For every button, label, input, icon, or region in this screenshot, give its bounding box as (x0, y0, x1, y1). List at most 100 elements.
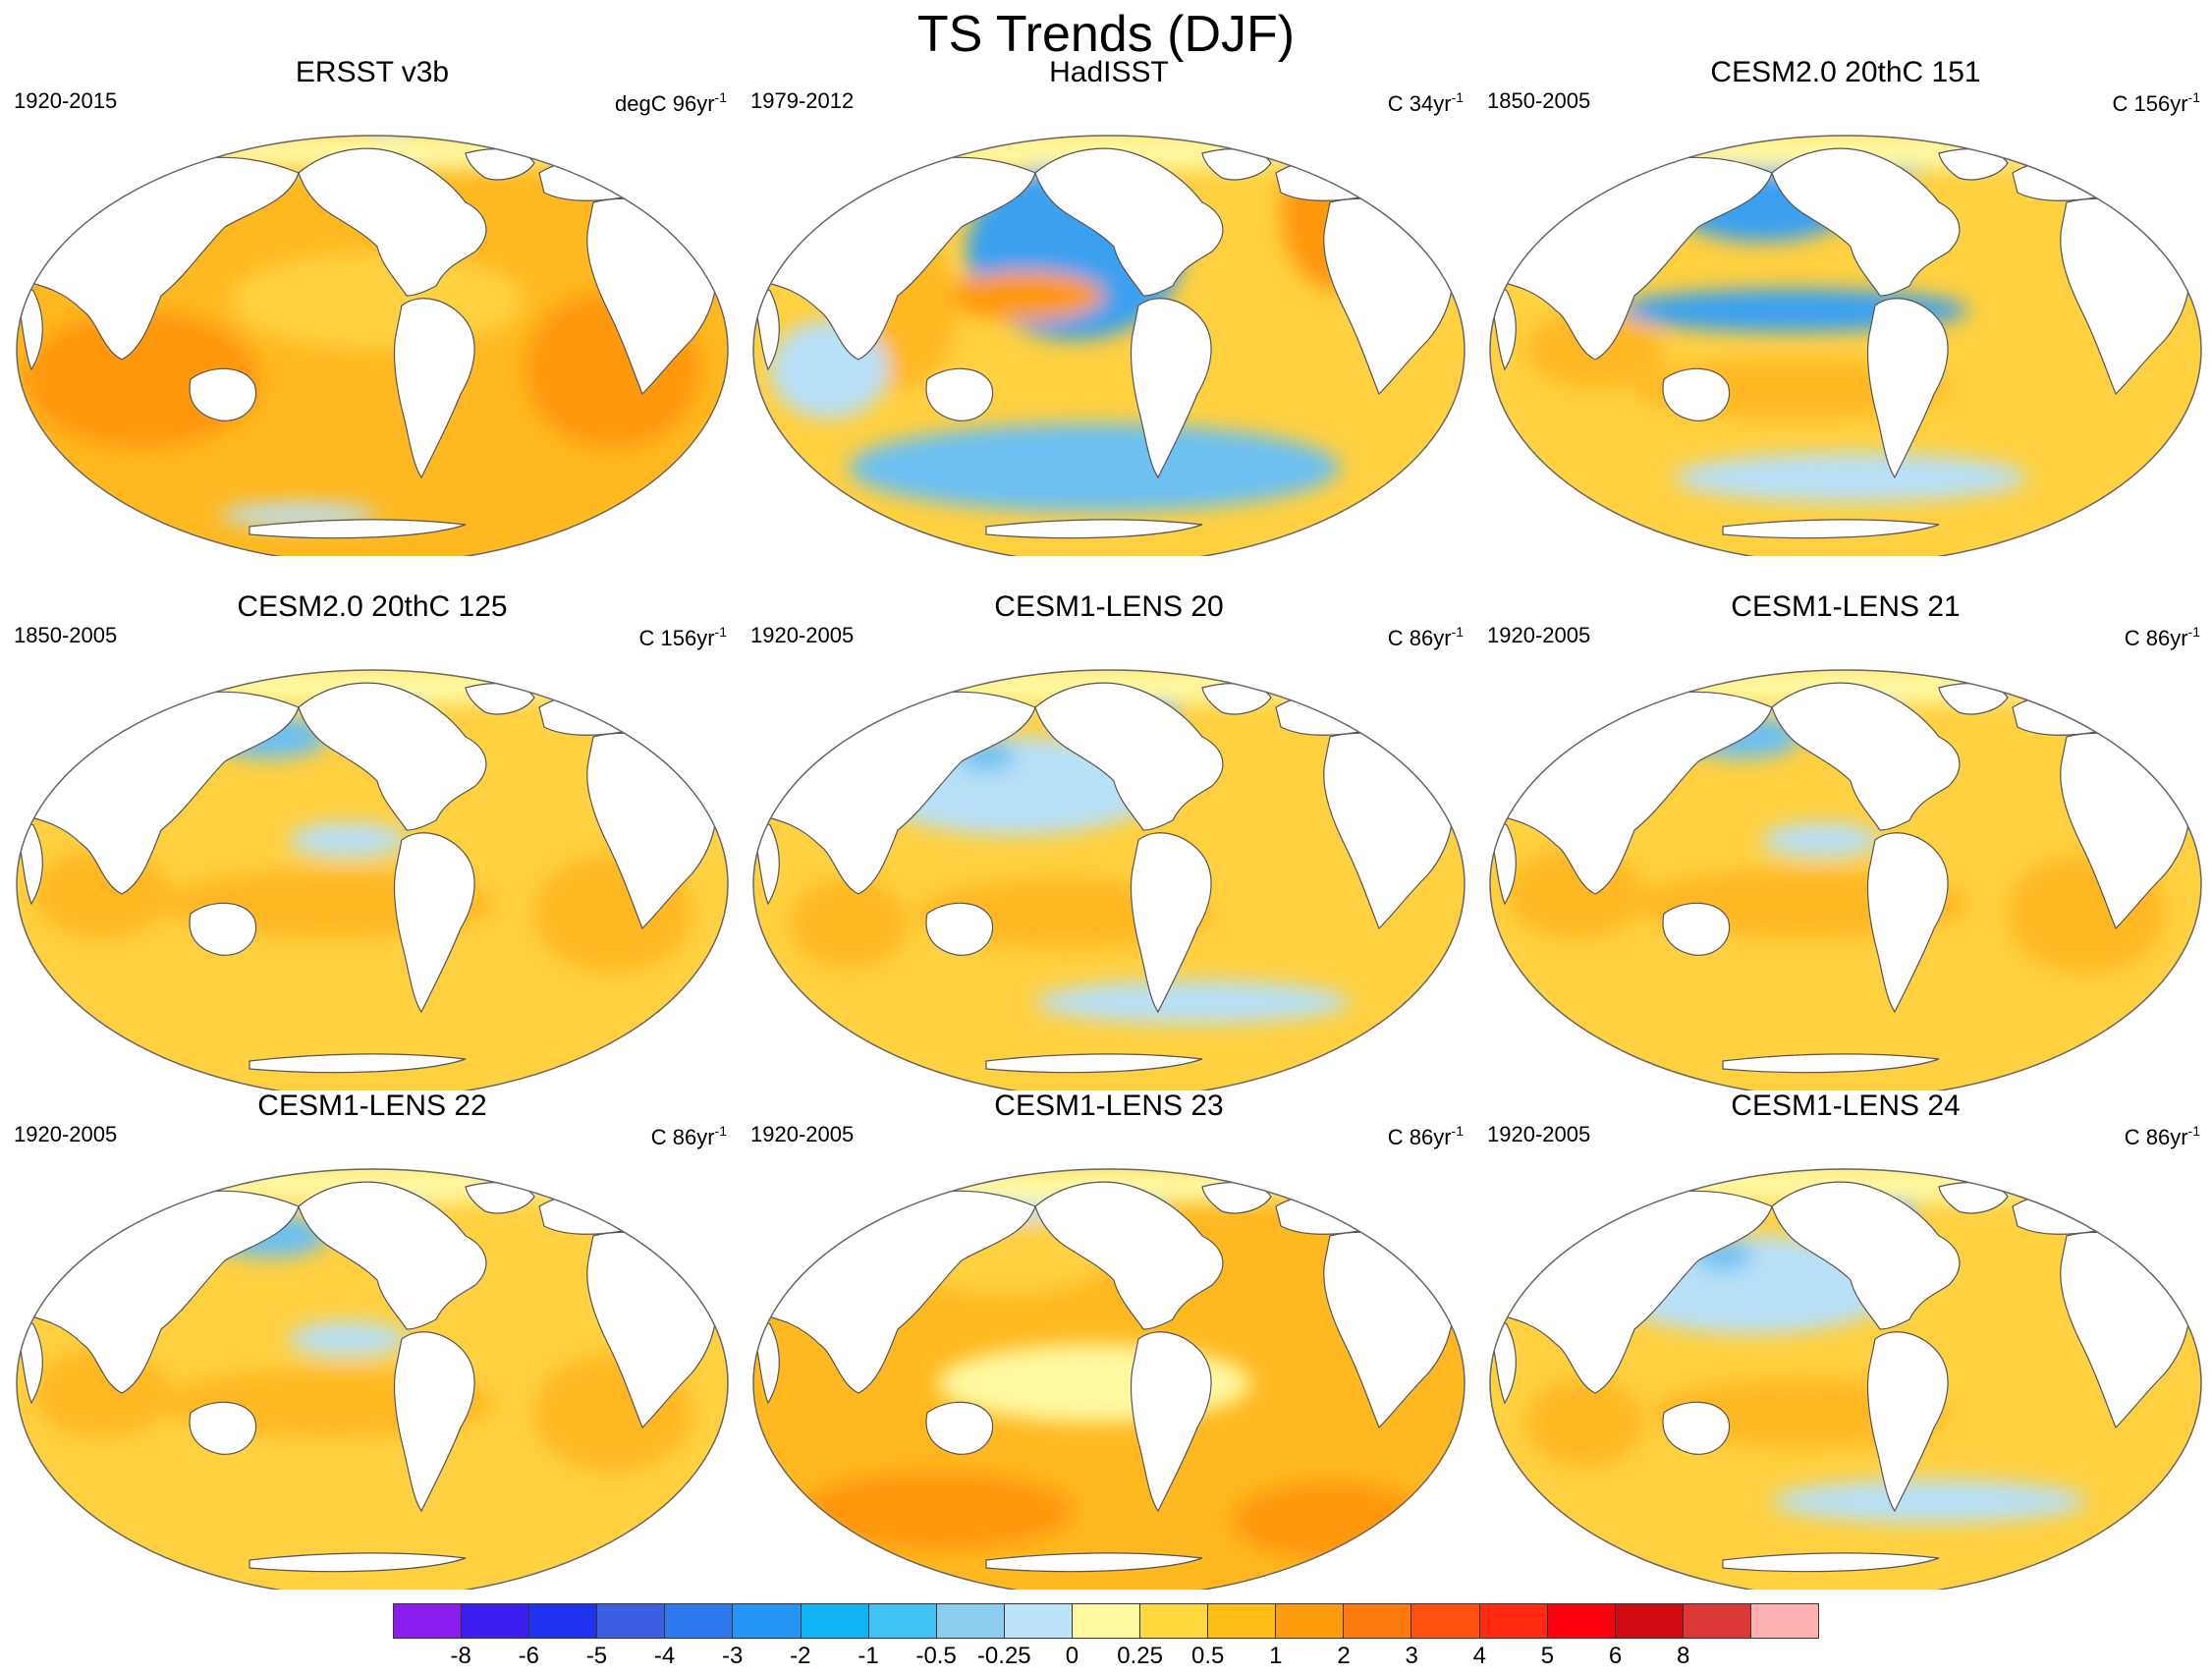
landmass (249, 519, 467, 539)
colorbar-box (462, 1604, 530, 1638)
landmass (1034, 1181, 1224, 1330)
landmass (1275, 157, 1381, 201)
colorbar-box (597, 1604, 666, 1638)
landmass (1275, 1191, 1381, 1235)
landmass (1866, 1331, 1949, 1513)
panel-lens-20: CESM1-LENS 20 1920-2005 C 86yr-1 (741, 589, 1477, 1090)
world-map (16, 135, 729, 556)
colorbar-box (868, 1604, 937, 1638)
colorbar-label: -0.25 (976, 1643, 1031, 1669)
landmass (925, 1401, 994, 1455)
colorbar-label: 0.5 (1191, 1643, 1225, 1669)
panel-cesm2-125: CESM2.0 20thC 125 1850-2005 C 156yr-1 (4, 589, 741, 1090)
map-frame (16, 669, 729, 1090)
panel-period: 1920-2005 (1487, 623, 1591, 647)
landmass (298, 682, 487, 831)
figure-title: TS Trends (DJF) (916, 6, 1296, 63)
colorbar-label: -1 (857, 1643, 879, 1669)
landmass (1275, 692, 1381, 736)
map-frame (1489, 1168, 2202, 1590)
trend-region (800, 1472, 1075, 1550)
panel-title: CESM2.0 20thC 125 (237, 590, 508, 623)
colorbar-label: -8 (450, 1643, 471, 1669)
colorbar-box (1683, 1604, 1751, 1638)
colorbar-label: 8 (1677, 1643, 1690, 1669)
world-map (1489, 135, 2202, 556)
panel-title: CESM1-LENS 23 (994, 1089, 1224, 1122)
map-frame (752, 669, 1465, 1090)
panel-lens-22: CESM1-LENS 22 1920-2005 C 86yr-1 (4, 1089, 741, 1590)
landmass (1034, 147, 1224, 297)
trend-region (1772, 1480, 2086, 1523)
colorbar-label: -6 (518, 1643, 539, 1669)
trend-region (230, 251, 525, 350)
panel-period: 1920-2015 (14, 88, 118, 113)
landmass (249, 1552, 467, 1573)
panel-units: C 86yr-1 (1387, 1123, 1464, 1149)
colorbar-box (801, 1604, 869, 1638)
world-map (16, 669, 729, 1090)
trend-region (289, 822, 407, 858)
panel-title: CESM2.0 20thC 151 (1710, 56, 1981, 88)
landmass (538, 157, 644, 201)
panel-hadisst: HadISST 1979-2012 C 34yr-1 (741, 55, 1477, 556)
colorbar-label: -3 (722, 1643, 744, 1669)
landmass (1722, 1053, 1940, 1074)
landmass (2012, 1191, 2118, 1235)
colorbar-label: 3 (1405, 1643, 1418, 1669)
panel-period: 1850-2005 (1487, 88, 1591, 113)
landmass (1771, 147, 1961, 297)
panel-units: C 156yr-1 (638, 624, 728, 650)
landmass (393, 298, 475, 479)
colorbar-label: -0.5 (915, 1643, 957, 1669)
panel-units: C 86yr-1 (2124, 1123, 2200, 1149)
colorbar-labels: -8 -6 -5 -4 -3 -2 -1 -0.5 -0.25 0 0.25 0.5 1 2 3 4 5 6 8 (393, 1643, 1819, 1672)
landmass (1130, 298, 1212, 479)
landmass (1866, 832, 1949, 1014)
map-frame (16, 1168, 729, 1590)
landmass (538, 692, 644, 736)
panel-period: 1979-2012 (750, 88, 855, 113)
landmass (393, 1331, 475, 1513)
trend-region (1674, 453, 2027, 502)
landmass (189, 902, 257, 956)
landmass (1662, 367, 1731, 421)
landmass (985, 1552, 1203, 1573)
colorbar-box (1140, 1604, 1209, 1638)
map-frame (16, 135, 729, 556)
map-frame (1489, 669, 2202, 1090)
trend-region (1232, 1481, 1428, 1560)
colorbar-label: 5 (1540, 1643, 1555, 1669)
landmass (1722, 519, 1940, 539)
panel-units: degC 96yr-1 (615, 89, 727, 116)
colorbar-box (1276, 1604, 1345, 1638)
map-frame (752, 1168, 1465, 1590)
colorbar-box (394, 1604, 463, 1638)
panel-units: C 86yr-1 (650, 1123, 727, 1149)
world-map (752, 1168, 1465, 1590)
map-frame (1489, 135, 2202, 556)
landmass (925, 367, 994, 421)
colorbar-box (1750, 1604, 1818, 1638)
trend-region (1526, 1378, 1644, 1467)
panel-units: C 86yr-1 (2124, 624, 2200, 650)
colorbar-box (1072, 1604, 1141, 1638)
panel-period: 1850-2005 (14, 623, 118, 647)
panel-units: C 156yr-1 (2112, 89, 2201, 116)
panel-units: C 34yr-1 (1387, 89, 1464, 116)
panel-lens-23: CESM1-LENS 23 1920-2005 C 86yr-1 (741, 1089, 1477, 1590)
map-frame (752, 135, 1465, 556)
landmass (1771, 1181, 1961, 1330)
landmass (189, 367, 257, 421)
landmass (1771, 682, 1961, 831)
panel-title: CESM1-LENS 21 (1731, 590, 1961, 623)
panel-title: CESM1-LENS 24 (1731, 1089, 1961, 1122)
colorbar-label: 0 (1065, 1643, 1079, 1669)
landmass (1866, 298, 1949, 479)
trend-region (1035, 980, 1350, 1024)
landmass (1662, 1401, 1731, 1455)
landmass (538, 1191, 644, 1235)
colorbar-label: 6 (1608, 1643, 1623, 1669)
colorbar-box (1004, 1604, 1073, 1638)
colorbar-box (1344, 1604, 1412, 1638)
